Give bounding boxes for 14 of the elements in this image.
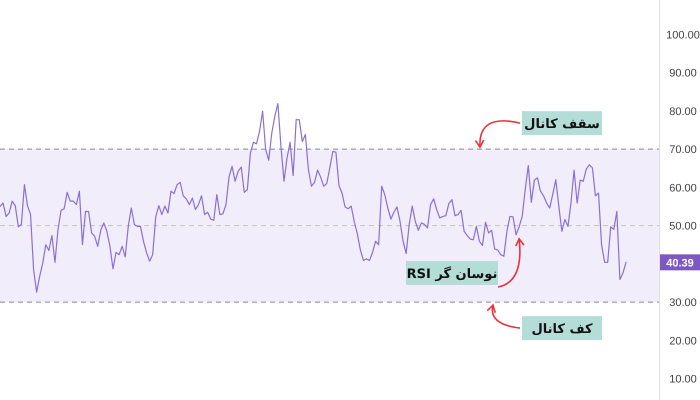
y-tick-label: 30.00 [669,297,697,310]
y-tick-label: 20.00 [669,335,697,348]
y-tick-label: 100.00 [666,29,700,42]
y-tick-label: 90.00 [669,68,697,80]
series-label: نوسان گر RSI [406,266,498,282]
y-tick-label: 50.00 [669,220,697,233]
text: 40.39 [666,257,694,270]
ref-line-label: سقف کانال [524,117,600,132]
ref-line-label: کف کانال [531,322,593,338]
y-tick-label: 60.00 [669,182,697,194]
y-tick-label: 10.00 [669,374,697,386]
line-series [0,103,627,293]
y-tick-label: 80.00 [669,106,697,118]
y-tick-label: 70.00 [669,144,697,156]
